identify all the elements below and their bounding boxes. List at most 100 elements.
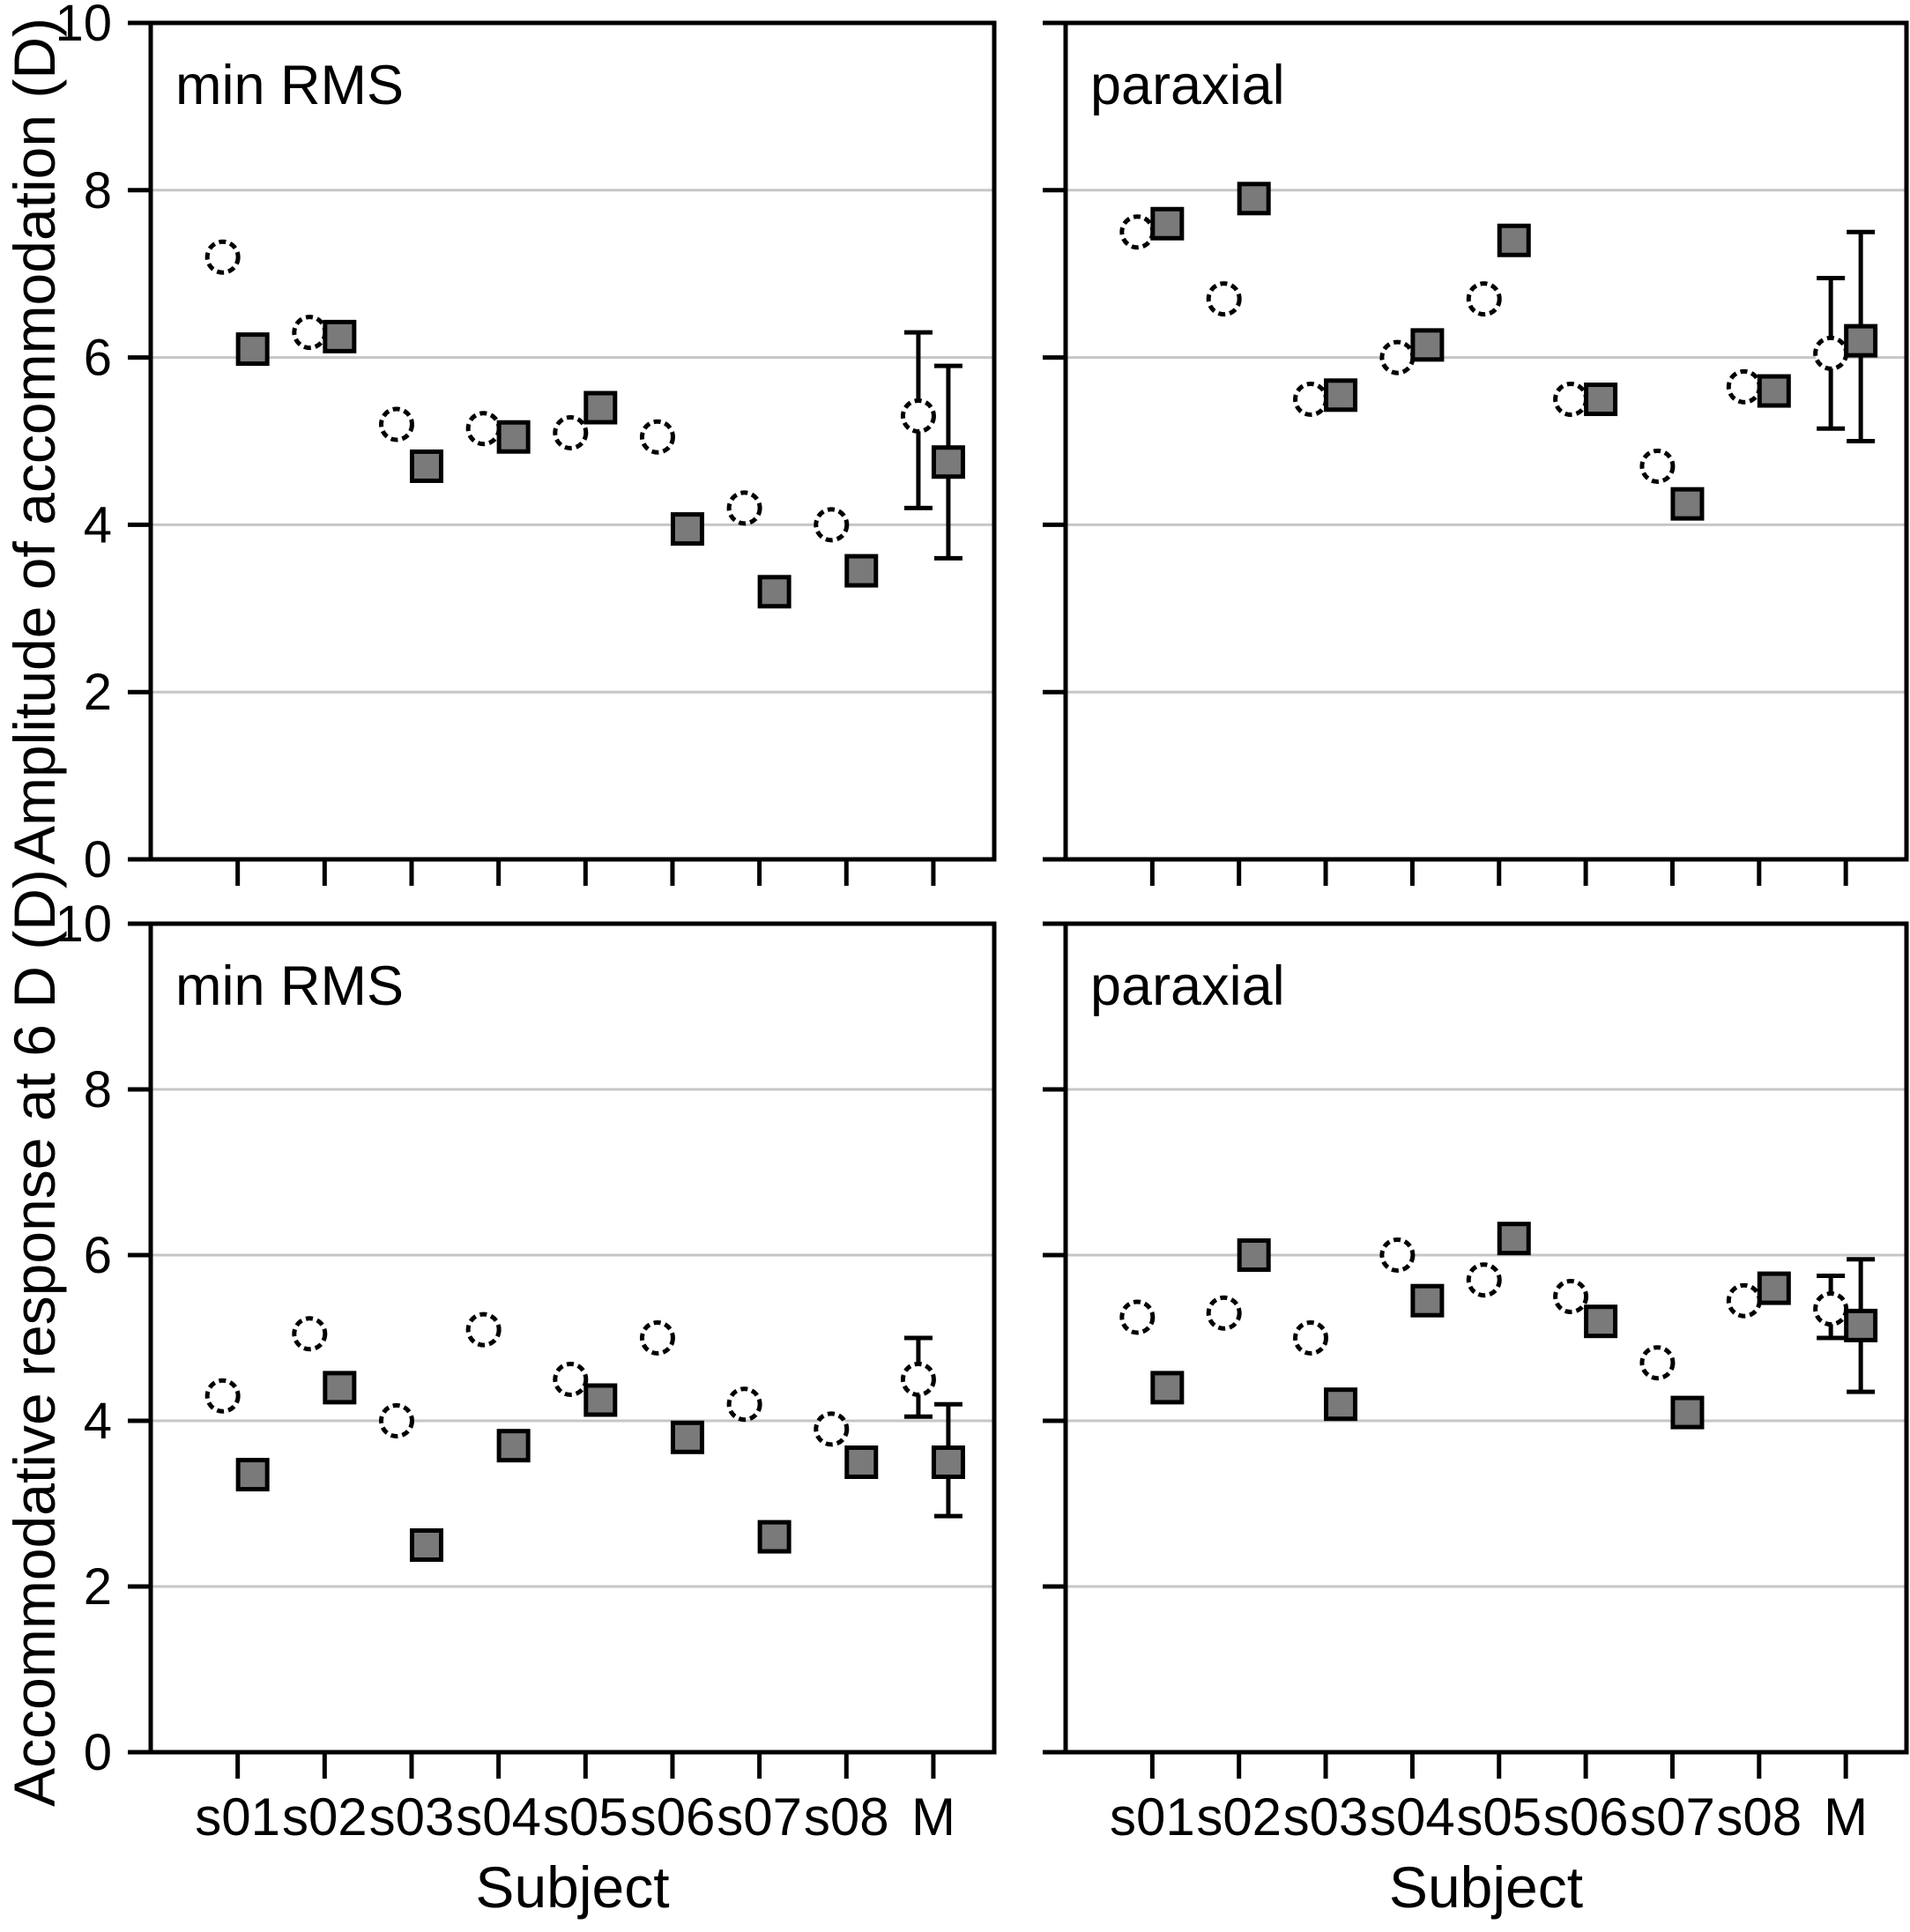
marker-filled-square-s07	[1670, 1395, 1705, 1430]
marker-filled-square-s01	[235, 332, 270, 367]
panel-amplitude-paraxial: paraxial	[1043, 20, 1909, 886]
marker-filled-square-s08	[844, 1445, 879, 1479]
x-tick-label-M: M	[1824, 1787, 1868, 1847]
y-axis-ticks	[1043, 921, 1066, 1755]
panel-frame	[1063, 20, 1909, 862]
panel-frame	[148, 921, 997, 1755]
x-tick-label-s03: s03	[1283, 1787, 1369, 1847]
marker-filled-square-s05	[583, 390, 618, 425]
marker-open-circle-s04	[465, 1312, 502, 1348]
marker-open-circle-s03	[1293, 382, 1329, 418]
marker-open-circle-s02	[1206, 281, 1242, 317]
y-tick-label-0: 0	[84, 831, 112, 888]
panel-frame	[1063, 921, 1909, 1755]
series-open-circle	[204, 239, 936, 543]
marker-filled-square-s05	[1497, 223, 1531, 257]
marker-filled-square-M	[1844, 323, 1878, 358]
marker-open-circle-s02	[1206, 1295, 1242, 1331]
marker-open-circle-s06	[1553, 382, 1589, 418]
x-tick-label-s06: s06	[630, 1787, 716, 1847]
marker-open-circle-s03	[1293, 1320, 1329, 1356]
y-tick-label-2: 2	[84, 1558, 112, 1616]
x-tick-label-s08: s08	[804, 1787, 889, 1847]
marker-open-circle-s07	[1639, 448, 1676, 484]
marker-open-circle-s06	[639, 1320, 675, 1356]
series-filled-square	[235, 319, 965, 609]
x-tick-label-s01: s01	[195, 1787, 280, 1847]
marker-filled-square-s02	[323, 1371, 357, 1405]
marker-open-circle-s07	[1639, 1345, 1676, 1381]
y-tick-label-8: 8	[84, 1061, 112, 1118]
panel-annotation: min RMS	[175, 955, 404, 1017]
marker-filled-square-s04	[496, 1429, 531, 1463]
y-axis-ticks: 0 2 4 6 8 10	[55, 0, 151, 888]
marker-filled-square-s01	[1150, 1371, 1185, 1405]
marker-filled-square-s05	[583, 1383, 618, 1417]
x-tick-label-s07: s07	[717, 1787, 802, 1847]
marker-filled-square-s04	[1410, 328, 1445, 362]
marker-filled-square-s06	[1584, 383, 1618, 417]
x-tick-label-s04: s04	[1370, 1787, 1455, 1847]
marker-filled-square-s08	[844, 554, 879, 588]
marker-open-circle-s02	[292, 1316, 328, 1352]
marker-filled-square-s07	[757, 575, 791, 609]
marker-open-circle-s01	[1119, 1299, 1156, 1335]
x-axis-ticks: s01 s02 s03 s04 s05 s06 s07 s08 M	[1110, 1752, 1868, 1847]
x-tick-label-s01: s01	[1110, 1787, 1195, 1847]
x-tick-label-s08: s08	[1716, 1787, 1802, 1847]
marker-open-circle-s04	[1379, 339, 1416, 375]
marker-filled-square-s02	[323, 319, 357, 353]
series-open-circle	[1119, 1237, 1849, 1381]
marker-filled-square-s03	[1324, 378, 1358, 412]
error-bars	[903, 1335, 962, 1519]
x-tick-label-s02: s02	[1196, 1787, 1282, 1847]
panel-annotation: paraxial	[1090, 55, 1285, 116]
x-axis-ticks: s01 s02 s03 s04 s05 s06 s07 s08 M	[195, 1752, 955, 1847]
marker-filled-square-s06	[670, 512, 704, 546]
marker-filled-square-s02	[1237, 182, 1271, 216]
y-tick-label-4: 4	[84, 496, 112, 554]
marker-open-circle-s08	[1726, 1282, 1762, 1319]
y-tick-label-6: 6	[84, 330, 112, 387]
marker-filled-square-s03	[409, 449, 443, 483]
marker-open-circle-M	[1813, 1291, 1849, 1327]
panel-frame	[148, 20, 997, 862]
panel-annotation: min RMS	[175, 55, 404, 116]
series-filled-square	[235, 1371, 965, 1562]
series-filled-square	[1150, 182, 1878, 521]
marker-filled-square-M	[1844, 1308, 1878, 1342]
gridlines	[1066, 21, 1906, 861]
x-tick-label-s05: s05	[1456, 1787, 1542, 1847]
marker-filled-square-s08	[1757, 374, 1791, 408]
marker-filled-square-s01	[235, 1458, 270, 1492]
marker-open-circle-s05	[553, 415, 589, 451]
y-axis-title-row1: Accommodative response at 6 D (D)	[2, 869, 67, 1807]
marker-filled-square-s06	[1584, 1304, 1618, 1339]
marker-open-circle-s08	[814, 507, 850, 543]
y-axis-title-row0: Amplitude of accommodation (D)	[2, 18, 67, 865]
x-tick-label-s05: s05	[543, 1787, 628, 1847]
y-tick-label-10: 10	[55, 0, 112, 52]
y-tick-label-8: 8	[84, 162, 112, 219]
panel-amplitude-min-rms: 0 2 4 6 8 10 min RMS	[55, 0, 997, 888]
x-tick-label-s03: s03	[369, 1787, 455, 1847]
y-tick-label-10: 10	[55, 895, 112, 953]
marker-filled-square-M	[931, 445, 965, 479]
marker-open-circle-s01	[1119, 214, 1156, 250]
marker-filled-square-s06	[670, 1420, 704, 1454]
x-tick-label-M: M	[911, 1787, 955, 1847]
marker-filled-square-s02	[1237, 1238, 1271, 1272]
marker-filled-square-s04	[1410, 1283, 1445, 1318]
marker-filled-square-s03	[1324, 1387, 1358, 1422]
y-axis-ticks: 0 2 4 6 8 10	[55, 895, 151, 1781]
marker-filled-square-M	[931, 1445, 965, 1479]
panel-annotation: paraxial	[1090, 955, 1285, 1017]
x-axis-ticks	[235, 859, 936, 886]
marker-open-circle-s06	[639, 419, 675, 455]
marker-open-circle-M	[1813, 335, 1849, 371]
y-tick-label-0: 0	[84, 1724, 112, 1781]
x-tick-label-s06: s06	[1543, 1787, 1629, 1847]
